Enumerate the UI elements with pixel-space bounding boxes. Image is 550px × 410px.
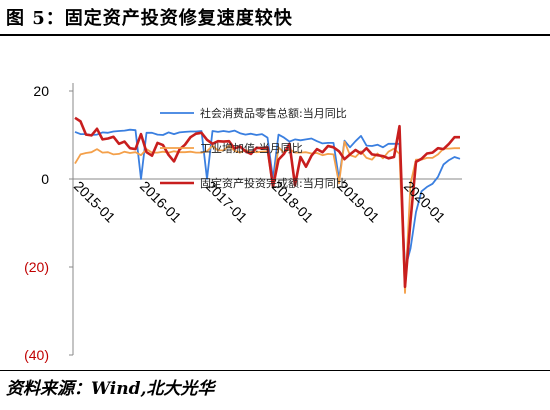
x-tick-label: 2015-01	[71, 178, 119, 226]
chart-lines	[74, 116, 461, 294]
y-tick-labels: 20 0 (20) (40)	[24, 83, 49, 363]
legend-label: 社会消费品零售总额:当月同比	[200, 106, 347, 120]
series-line-2	[74, 116, 460, 289]
top-rule	[0, 34, 550, 36]
y-tick-label: 20	[33, 83, 49, 99]
x-tick-label: 2019-01	[335, 178, 383, 226]
figure-title: 图 5：固定资产投资修复速度较快	[6, 8, 293, 29]
legend-label: 工业增加值:当月同比	[200, 141, 303, 155]
y-tick-label: 0	[41, 171, 49, 187]
chart-axes	[69, 83, 462, 356]
y-tick-label: (20)	[24, 259, 49, 275]
y-tick-label: (40)	[24, 347, 49, 363]
x-tick-label: 2016-01	[137, 178, 185, 226]
source-note: 资料来源：Wind,北大光华	[6, 379, 215, 399]
bottom-rule	[0, 370, 550, 371]
legend-label: 固定资产投资完成额:当月同比	[200, 176, 347, 190]
